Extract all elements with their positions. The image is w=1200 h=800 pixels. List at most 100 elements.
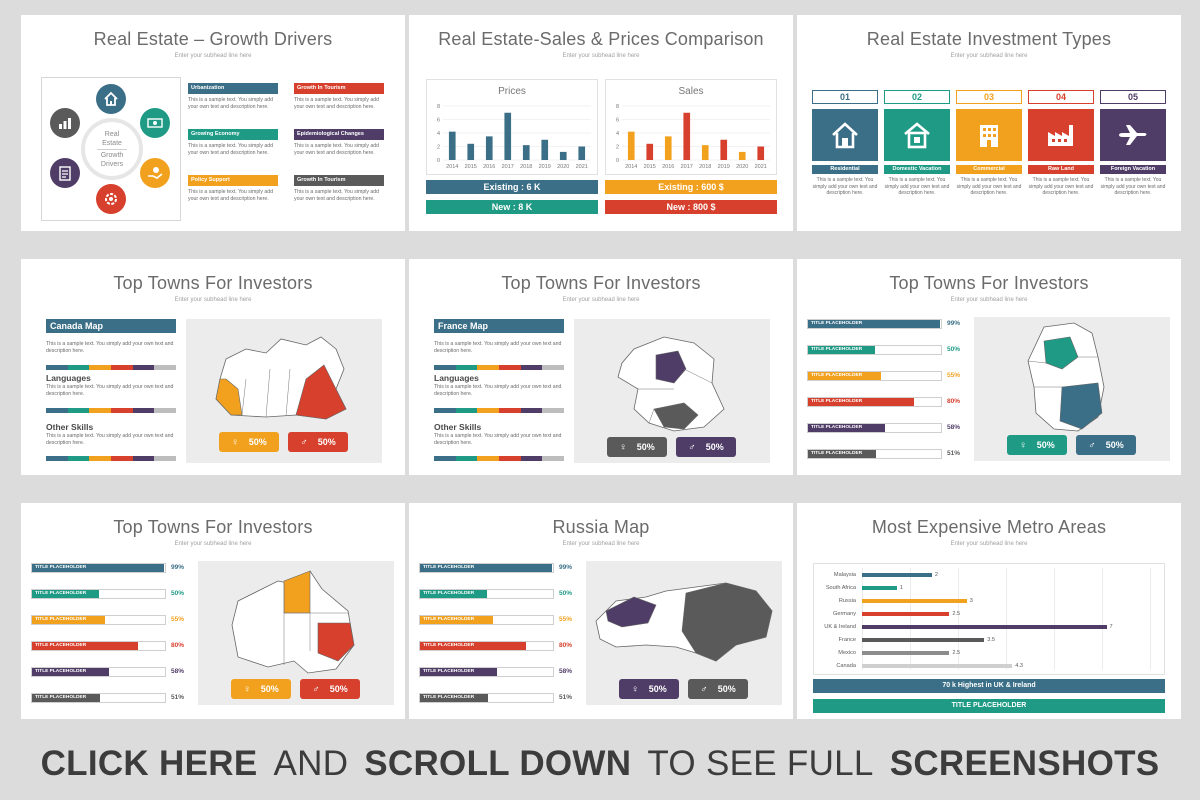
- x-tick-label: 2021: [755, 164, 767, 170]
- type-text: This is a sample text. You simply add yo…: [1100, 177, 1166, 197]
- progress-fill: TITLE PLACEHOLDER: [32, 616, 106, 624]
- slide-subhead: Enter your subhead line here: [950, 53, 1028, 59]
- metro-bar: [862, 612, 950, 616]
- bar: [757, 146, 765, 160]
- x-tick-label: 2019: [539, 164, 551, 170]
- progress-fill: TITLE PLACEHOLDER: [808, 320, 940, 328]
- bar: [559, 151, 567, 160]
- map-label: France Map: [434, 319, 564, 333]
- slide-investment-types[interactable]: Real Estate Investment Types Enter your …: [797, 15, 1181, 231]
- person-icon: ♂: [700, 683, 708, 695]
- sales-existing: Existing : 600 $: [605, 180, 777, 194]
- progress-row: TITLE PLACEHOLDER: [31, 693, 166, 703]
- progress-percent: 58%: [947, 424, 961, 431]
- prices-title: Prices: [498, 86, 526, 97]
- tag-growth-tourism: Growth In Tourism: [294, 83, 384, 94]
- slide-towns-france[interactable]: Top Towns For Investors Enter your subhe…: [409, 259, 793, 475]
- stat-pill: ♂ 50%: [1076, 435, 1136, 455]
- progress-percent: 50%: [947, 346, 961, 353]
- building-icon: [956, 109, 1022, 161]
- center-text: Estate: [102, 139, 122, 147]
- slide-title: Russia Map: [552, 517, 650, 537]
- prices-new: New : 8 K: [426, 200, 598, 214]
- growth-column-left: Urbanization This is a sample text. You s…: [188, 83, 278, 221]
- color-strip: [46, 365, 177, 370]
- slide-sales-prices[interactable]: Real Estate-Sales & Prices Comparison En…: [409, 15, 793, 231]
- metro-label: France: [838, 637, 856, 643]
- banner-bold: SCROLL DOWN: [364, 744, 632, 783]
- germany-map: ♀ 50% ♂ 50%: [974, 317, 1170, 461]
- slide-subhead: Enter your subhead line here: [174, 541, 252, 547]
- stat-pill: ♂ 50%: [300, 679, 360, 699]
- stat-pill: ♀ 50%: [619, 679, 679, 699]
- progress-row: TITLE PLACEHOLDER: [419, 615, 554, 625]
- slide-russia-map[interactable]: Russia Map Enter your subhead line here …: [409, 503, 793, 719]
- gear-coin-icon: [96, 184, 126, 214]
- y-tick-label: 0: [616, 158, 619, 164]
- metro-label: Mexico: [838, 650, 856, 656]
- bar: [541, 139, 549, 160]
- bar: [664, 136, 672, 160]
- progress-percent: 55%: [171, 616, 185, 623]
- prices-existing: Existing : 6 K: [426, 180, 598, 194]
- bar: [448, 131, 456, 160]
- pill-value: 50%: [317, 437, 336, 447]
- pill-value: 50%: [717, 684, 736, 694]
- languages-heading: Languages: [46, 373, 91, 383]
- tag-urbanization: Urbanization: [188, 83, 278, 94]
- home-icon: [96, 84, 126, 114]
- banner-text: TO SEE FULL: [647, 744, 874, 783]
- progress-row: TITLE PLACEHOLDER: [419, 589, 554, 599]
- progress-row: TITLE PLACEHOLDER: [807, 397, 942, 407]
- grid-line: [1102, 568, 1103, 670]
- cta-banner[interactable]: CLICK HERE AND SCROLL DOWN TO SEE FULL S…: [0, 728, 1200, 800]
- slide-towns-canada[interactable]: Top Towns For Investors Enter your subhe…: [21, 259, 405, 475]
- progress-percent: 80%: [171, 642, 185, 649]
- progress-fill: TITLE PLACEHOLDER: [420, 668, 498, 676]
- color-strip: [46, 408, 177, 413]
- person-icon: ♂: [1088, 439, 1096, 451]
- metro-bar: [862, 651, 950, 655]
- slide-towns-germany[interactable]: Top Towns For Investors Enter your subhe…: [797, 259, 1181, 475]
- map-text: This is a sample text. You simply add yo…: [434, 341, 562, 354]
- progress-row: TITLE PLACEHOLDER: [419, 563, 554, 573]
- progress-row: TITLE PLACEHOLDER: [807, 449, 942, 459]
- russia-map: ♀ 50% ♂ 50%: [586, 561, 782, 705]
- progress-fill: TITLE PLACEHOLDER: [808, 372, 882, 380]
- progress-row: TITLE PLACEHOLDER: [419, 693, 554, 703]
- pill-value: 50%: [248, 437, 267, 447]
- progress-fill: TITLE PLACEHOLDER: [420, 694, 488, 702]
- metro-label: South Africa: [825, 585, 856, 591]
- tag-growth-tourism-2: Growth In Tourism: [294, 175, 384, 186]
- progress-percent: 55%: [559, 616, 573, 623]
- metro-row: Russia 3: [818, 596, 1158, 606]
- type-text: This is a sample text. You simply add yo…: [812, 177, 878, 197]
- canada-map: ♀ 50% ♂ 50%: [186, 319, 382, 463]
- y-tick-label: 6: [616, 118, 619, 124]
- slide-title: Top Towns For Investors: [889, 273, 1089, 293]
- slide-growth-drivers[interactable]: Real Estate – Growth Drivers Enter your …: [21, 15, 405, 231]
- slide-towns-australia[interactable]: Top Towns For Investors Enter your subhe…: [21, 503, 405, 719]
- x-tick-label: 2021: [576, 164, 588, 170]
- banner-bold: SCREENSHOTS: [889, 744, 1160, 783]
- stat-pill: ♀ 50%: [1007, 435, 1067, 455]
- x-tick-label: 2018: [520, 164, 532, 170]
- x-tick-label: 2016: [662, 164, 674, 170]
- tag-growing-economy: Growing Economy: [188, 129, 278, 140]
- progress-row: TITLE PLACEHOLDER: [419, 667, 554, 677]
- metro-label: UK & Ireland: [824, 624, 856, 630]
- sales-new: New : 800 $: [605, 200, 777, 214]
- growth-diagram: Real Estate Growth Drivers: [41, 77, 181, 221]
- progress-percent: 50%: [559, 590, 573, 597]
- prices-panel: Prices 0 2 4 6 8 2014 2015 2016 2017 2018 2019 2020…: [426, 79, 598, 175]
- stat-pill: ♂ 50%: [688, 679, 748, 699]
- metro-bar: [862, 638, 985, 642]
- metro-row: France 3.5: [818, 635, 1158, 645]
- x-tick-label: 2019: [718, 164, 730, 170]
- languages-text: This is a sample text. You simply add yo…: [46, 384, 174, 397]
- slide-metro-areas[interactable]: Most Expensive Metro Areas Enter your su…: [797, 503, 1181, 719]
- y-tick-label: 2: [616, 145, 619, 151]
- person-icon: ♀: [631, 683, 639, 695]
- progress-percent: 51%: [947, 450, 961, 457]
- progress-percent: 50%: [171, 590, 185, 597]
